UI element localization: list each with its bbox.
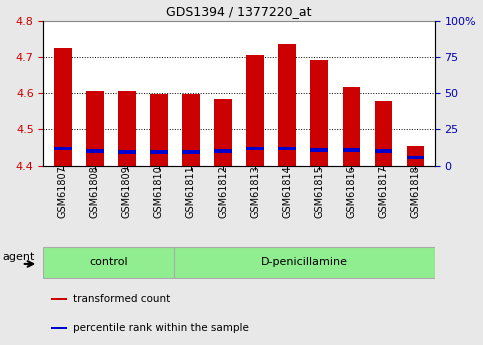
Bar — [86, 149, 103, 153]
Bar — [51, 298, 67, 300]
Text: percentile rank within the sample: percentile rank within the sample — [73, 323, 249, 333]
Text: GSM61811: GSM61811 — [186, 166, 196, 218]
Bar — [51, 327, 67, 329]
Bar — [54, 48, 71, 166]
Bar — [43, 247, 174, 278]
Bar — [118, 150, 136, 154]
Bar — [150, 150, 168, 154]
Bar — [278, 44, 296, 166]
Bar — [407, 146, 424, 166]
Text: GSM61812: GSM61812 — [218, 166, 228, 218]
Text: transformed count: transformed count — [73, 294, 170, 304]
Bar — [342, 87, 360, 166]
Text: GSM61817: GSM61817 — [378, 166, 388, 218]
Text: GSM61808: GSM61808 — [90, 166, 100, 218]
Bar — [182, 94, 200, 166]
Text: GSM61816: GSM61816 — [346, 166, 356, 218]
Bar — [150, 94, 168, 166]
Bar — [214, 99, 232, 166]
Text: GSM61809: GSM61809 — [122, 166, 132, 218]
Bar — [311, 148, 328, 152]
Bar — [86, 91, 103, 166]
Bar — [182, 150, 200, 154]
Bar — [118, 91, 136, 166]
Bar — [54, 147, 71, 150]
Bar — [375, 101, 392, 166]
Bar — [311, 60, 328, 166]
Bar — [342, 148, 360, 152]
Text: GSM61807: GSM61807 — [57, 166, 68, 218]
Bar — [174, 247, 435, 278]
Text: GSM61813: GSM61813 — [250, 166, 260, 218]
Bar — [246, 55, 264, 166]
Text: GSM61818: GSM61818 — [411, 166, 421, 218]
Bar — [214, 149, 232, 153]
Text: control: control — [89, 257, 128, 266]
Bar — [375, 149, 392, 153]
Bar — [278, 147, 296, 150]
Bar — [246, 147, 264, 150]
Text: GSM61814: GSM61814 — [282, 166, 292, 218]
Bar — [407, 156, 424, 159]
Text: D-penicillamine: D-penicillamine — [261, 257, 348, 266]
Text: agent: agent — [2, 252, 35, 262]
Text: GSM61815: GSM61815 — [314, 166, 324, 218]
Text: GSM61810: GSM61810 — [154, 166, 164, 218]
Title: GDS1394 / 1377220_at: GDS1394 / 1377220_at — [166, 5, 312, 18]
